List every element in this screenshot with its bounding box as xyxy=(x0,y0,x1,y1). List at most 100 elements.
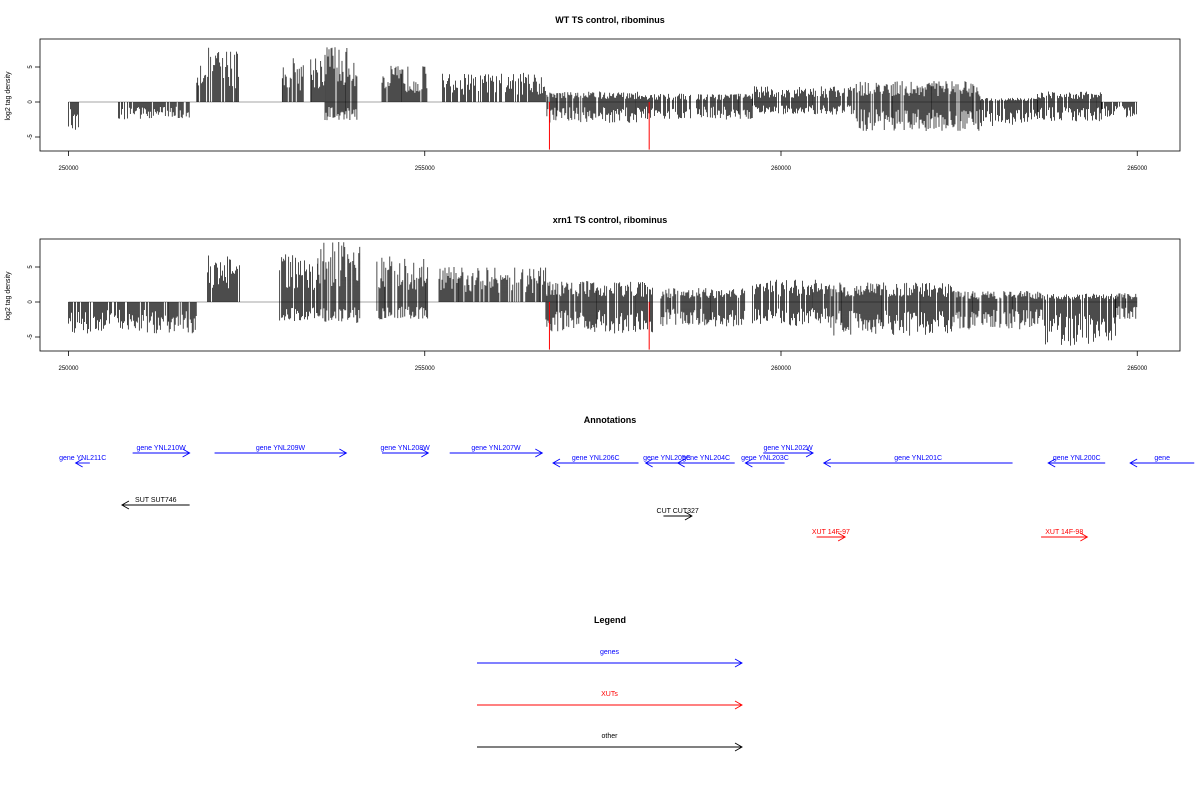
annotation-label: gene YNL210W xyxy=(136,445,186,452)
xrn1-bar-segment xyxy=(207,255,240,302)
annotation-gene: gene YNL211C xyxy=(59,455,106,468)
arrowhead-icon xyxy=(837,532,847,542)
annotation-label: gene YNL202W xyxy=(763,445,813,452)
xrn1-bar-segment xyxy=(68,302,197,334)
arrowhead-icon xyxy=(734,658,743,668)
xrn1-bar-segment xyxy=(279,254,318,321)
arrowhead-icon xyxy=(734,700,743,710)
xrn1-panel-title: xrn1 TS control, ribominus xyxy=(553,215,668,225)
legend-label: genes xyxy=(600,649,620,656)
annotation-label: gene YNL209W xyxy=(256,445,306,452)
annotation-label: XUT 14F-97 xyxy=(812,529,850,536)
xrn1-x-tick-label: 260000 xyxy=(771,366,792,372)
annotation-gene: gene xyxy=(1129,455,1195,468)
annotation-gene: gene YNL202W xyxy=(763,445,814,458)
wt-axes: 250000 255000 260000 265000 5 0 -5 xyxy=(28,65,1148,172)
xrn1-bar-segment xyxy=(951,290,1044,330)
wt-y-axis-label: log2 tag density xyxy=(5,71,12,121)
annotation-other: SUT SUT746 xyxy=(121,497,190,510)
xrn1-bar-segment xyxy=(1115,293,1138,319)
annotation-label: gene YNL201C xyxy=(894,455,942,462)
arrowhead-icon xyxy=(74,458,83,468)
annotation-gene: gene YNL207W xyxy=(449,445,544,458)
wt-x-tick-label: 255000 xyxy=(415,166,436,172)
arrowhead-icon xyxy=(1129,458,1138,468)
arrowhead-icon xyxy=(744,458,753,468)
annotation-features: gene YNL211C gene YNL210W gene YNL209W gene… xyxy=(59,445,1195,542)
annotation-label: gene YNL203C xyxy=(741,455,789,462)
wt-coverage-bars xyxy=(68,47,1138,150)
wt-bar-segment xyxy=(68,102,79,130)
wt-x-tick-label: 260000 xyxy=(771,166,792,172)
arrowhead-icon xyxy=(805,448,814,458)
wt-bar-segment xyxy=(1037,91,1102,122)
wt-bar-segment xyxy=(638,93,753,120)
wt-y-tick-label: 5 xyxy=(28,65,34,69)
wt-bar-segment xyxy=(118,102,190,120)
legend-item-xut: XUTs xyxy=(477,691,743,710)
xrn1-y-tick-label: 5 xyxy=(28,265,34,269)
xrn1-bar-segment xyxy=(1044,293,1116,346)
annotation-gene: gene YNL210W xyxy=(132,445,191,458)
arrowhead-icon xyxy=(339,448,348,458)
xrn1-bar-segment xyxy=(438,267,547,302)
xrn1-bar-segment xyxy=(376,256,429,320)
legend-item-other: other xyxy=(477,733,743,752)
legend-item-gene: genes xyxy=(477,649,743,668)
xrn1-bar-segment xyxy=(660,288,746,327)
xrn1-bar-segment xyxy=(545,281,653,334)
annotation-xut: XUT 14F-97 xyxy=(812,529,850,542)
annotation-label: gene YNL207W xyxy=(471,445,521,452)
arrowhead-icon xyxy=(121,500,130,510)
annotation-gene: gene YNL206C xyxy=(552,455,639,468)
annotation-other: CUT CUT327 xyxy=(657,508,699,521)
arrowhead-icon xyxy=(1047,458,1056,468)
xrn1-y-axis-label: log2 tag density xyxy=(5,271,12,321)
annotation-label: gene YNL205C xyxy=(643,455,691,462)
wt-bar-segment xyxy=(1101,102,1137,118)
xrn1-y-tick-label: -5 xyxy=(28,334,34,340)
wt-bar-segment xyxy=(381,65,428,102)
annotation-gene: gene YNL204C xyxy=(676,455,735,468)
wt-x-tick-label: 250000 xyxy=(58,166,79,172)
xrn1-x-tick-label: 255000 xyxy=(415,366,436,372)
legend-items: genes XUTs other xyxy=(477,649,743,752)
arrowhead-icon xyxy=(684,511,693,521)
annotation-gene: gene YNL209W xyxy=(214,445,348,458)
legend: Legend genes XUTs other xyxy=(477,615,743,752)
annotation-label: SUT SUT746 xyxy=(135,497,177,504)
xrn1-x-tick-label: 265000 xyxy=(1127,366,1148,372)
xrn1-plot-frame xyxy=(39,238,1181,352)
wt-coverage-panel: WT TS control, ribominus log2 tag densit… xyxy=(5,15,1181,172)
xrn1-bar-segment xyxy=(830,282,952,336)
annotation-gene: gene YNL203C xyxy=(741,455,789,468)
wt-bar-segment xyxy=(546,91,638,123)
wt-y-tick-label: 0 xyxy=(28,100,34,104)
xrn1-axes: 250000 255000 260000 265000 5 0 -5 xyxy=(28,265,1148,372)
wt-panel-title: WT TS control, ribominus xyxy=(555,15,665,25)
legend-label: other xyxy=(602,733,619,740)
wt-x-tick-label: 265000 xyxy=(1127,166,1148,172)
arrowhead-icon xyxy=(552,458,561,468)
arrowhead-icon xyxy=(734,742,743,752)
annotations-title: Annotations xyxy=(584,415,637,425)
wt-bar-segment xyxy=(442,72,546,102)
annotation-xut: XUT 14F-98 xyxy=(1041,529,1089,542)
annotation-gene: gene YNL200C xyxy=(1047,455,1106,468)
xrn1-bar-segment xyxy=(752,279,830,326)
wt-bar-segment xyxy=(196,47,239,102)
annotation-label: gene YNL208W xyxy=(381,445,431,452)
wt-bar-segment xyxy=(980,97,1038,127)
xrn1-y-tick-label: 0 xyxy=(28,300,34,304)
wt-bar-segment xyxy=(310,58,326,102)
legend-title: Legend xyxy=(594,615,626,625)
annotation-label: CUT CUT327 xyxy=(657,508,699,515)
annotation-label: gene YNL211C xyxy=(59,455,106,462)
xrn1-coverage-panel: xrn1 TS control, ribominus log2 tag dens… xyxy=(5,215,1181,372)
wt-bar-segment xyxy=(852,81,981,131)
wt-bar-segment xyxy=(752,86,852,115)
annotation-label: gene YNL204C xyxy=(682,455,730,462)
arrowhead-icon xyxy=(644,458,653,468)
